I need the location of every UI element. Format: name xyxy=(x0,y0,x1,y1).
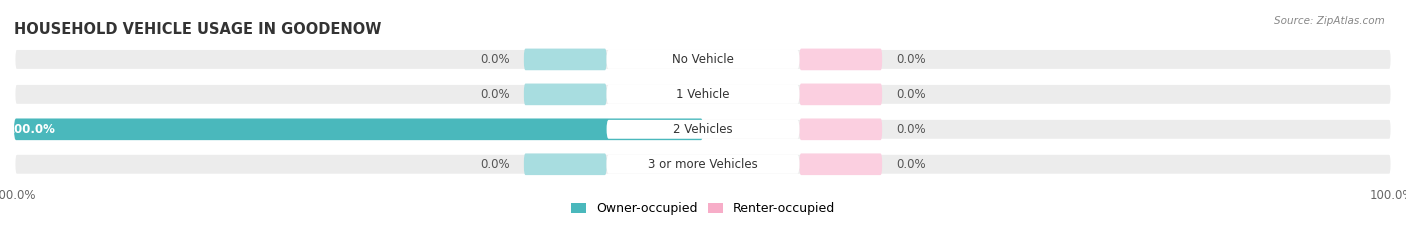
FancyBboxPatch shape xyxy=(606,50,800,69)
FancyBboxPatch shape xyxy=(800,84,882,105)
FancyBboxPatch shape xyxy=(524,49,606,70)
Text: No Vehicle: No Vehicle xyxy=(672,53,734,66)
Text: 0.0%: 0.0% xyxy=(481,53,510,66)
FancyBboxPatch shape xyxy=(14,118,1392,140)
Text: 100.0%: 100.0% xyxy=(7,123,56,136)
Legend: Owner-occupied, Renter-occupied: Owner-occupied, Renter-occupied xyxy=(567,197,839,220)
FancyBboxPatch shape xyxy=(14,49,1392,70)
Text: 0.0%: 0.0% xyxy=(481,158,510,171)
Text: 0.0%: 0.0% xyxy=(896,158,925,171)
FancyBboxPatch shape xyxy=(14,84,1392,105)
FancyBboxPatch shape xyxy=(14,154,1392,175)
Text: 0.0%: 0.0% xyxy=(896,88,925,101)
FancyBboxPatch shape xyxy=(800,49,882,70)
FancyBboxPatch shape xyxy=(524,84,606,105)
Text: HOUSEHOLD VEHICLE USAGE IN GOODENOW: HOUSEHOLD VEHICLE USAGE IN GOODENOW xyxy=(14,22,381,37)
Text: 3 or more Vehicles: 3 or more Vehicles xyxy=(648,158,758,171)
FancyBboxPatch shape xyxy=(14,118,703,140)
FancyBboxPatch shape xyxy=(606,155,800,174)
FancyBboxPatch shape xyxy=(800,154,882,175)
Text: 0.0%: 0.0% xyxy=(896,123,925,136)
Text: 0.0%: 0.0% xyxy=(896,53,925,66)
FancyBboxPatch shape xyxy=(524,154,606,175)
Text: Source: ZipAtlas.com: Source: ZipAtlas.com xyxy=(1274,16,1385,26)
Text: 1 Vehicle: 1 Vehicle xyxy=(676,88,730,101)
FancyBboxPatch shape xyxy=(606,85,800,104)
Text: 0.0%: 0.0% xyxy=(481,88,510,101)
FancyBboxPatch shape xyxy=(606,120,800,139)
FancyBboxPatch shape xyxy=(800,118,882,140)
Text: 2 Vehicles: 2 Vehicles xyxy=(673,123,733,136)
